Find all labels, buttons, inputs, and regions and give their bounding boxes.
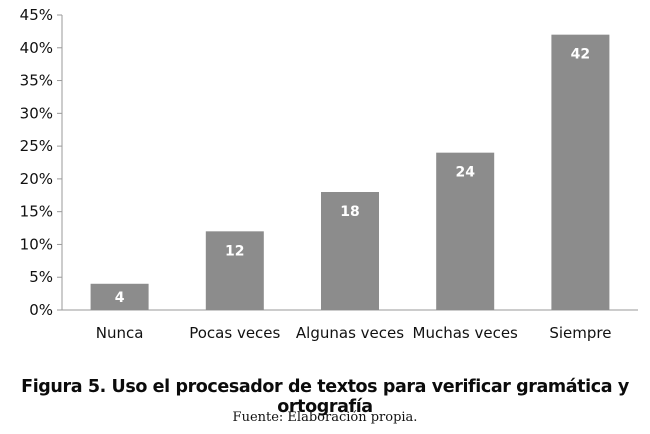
y-tick-label: 40% xyxy=(20,39,53,57)
y-axis-ticks: 0% 5% 10% 15% 20% 25% 30% 35% 40% 45% xyxy=(20,6,62,319)
bars-group: 4 12 18 24 42 xyxy=(90,34,610,311)
y-tick-label: 20% xyxy=(20,170,53,188)
x-axis-labels: Nunca Pocas veces Algunas veces Muchas vece… xyxy=(96,324,612,342)
y-tick-label: 5% xyxy=(29,268,53,286)
bar-value-label: 42 xyxy=(571,47,590,63)
bar xyxy=(436,152,495,310)
bar xyxy=(90,283,149,310)
y-tick-label: 25% xyxy=(20,137,53,155)
figure-caption: Figura 5. Uso el procesador de textos pa… xyxy=(21,377,629,417)
x-category-label: Pocas veces xyxy=(189,324,280,342)
y-tick-label: 0% xyxy=(29,301,53,319)
x-category-label: Nunca xyxy=(96,324,144,342)
bar xyxy=(205,231,264,310)
bar-value-label: 12 xyxy=(225,243,244,259)
bar-value-label: 18 xyxy=(340,204,359,220)
y-tick-label: 30% xyxy=(20,104,53,122)
y-tick-label: 35% xyxy=(20,72,53,90)
y-tick-label: 10% xyxy=(20,235,53,253)
bar xyxy=(321,192,379,310)
bar-chart: 0% 5% 10% 15% 20% 25% 30% 35% 40% 45% 4 12 18 24 42 N… xyxy=(20,6,638,342)
x-category-label: Muchas veces xyxy=(413,324,519,342)
figure-source: Fuente: Elaboración propia. xyxy=(232,410,418,425)
bar-value-label: 24 xyxy=(455,165,475,181)
y-tick-label: 45% xyxy=(20,6,53,24)
bar xyxy=(551,34,610,311)
x-category-label: Siempre xyxy=(549,324,611,342)
y-tick-label: 15% xyxy=(20,203,53,221)
bar-value-label: 4 xyxy=(115,290,125,306)
x-category-label: Algunas veces xyxy=(296,324,404,342)
